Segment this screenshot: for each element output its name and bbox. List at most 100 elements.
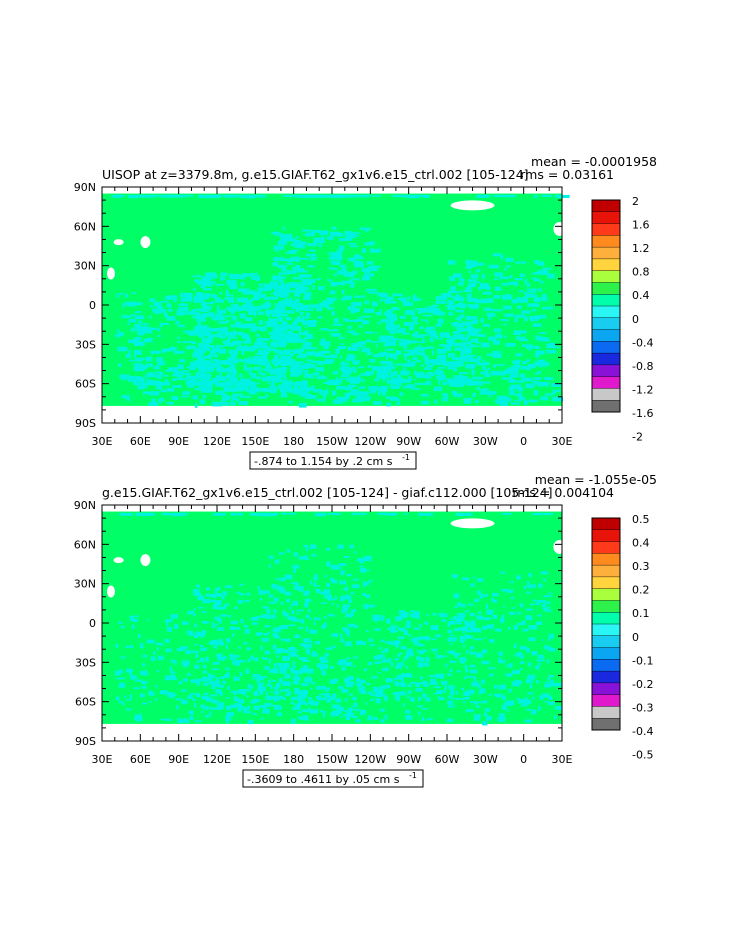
colorbar-swatch <box>591 659 621 672</box>
low-value-cell <box>297 290 300 294</box>
low-value-cell <box>191 275 198 278</box>
low-value-cell <box>165 369 177 372</box>
low-value-cell <box>441 293 452 298</box>
low-value-cell <box>217 586 221 591</box>
low-value-cell <box>228 336 231 342</box>
low-value-cell <box>319 592 326 595</box>
low-value-cell <box>290 305 297 307</box>
low-value-cell <box>340 638 344 643</box>
low-value-cell <box>487 667 496 670</box>
low-value-cell <box>331 579 337 584</box>
low-value-cell <box>328 267 338 270</box>
low-value-cell <box>303 233 315 236</box>
low-value-cell <box>384 299 391 304</box>
low-value-cell <box>340 633 343 639</box>
low-value-cell <box>226 638 231 643</box>
low-value-cell <box>324 693 330 698</box>
low-value-cell <box>513 624 518 630</box>
low-value-cell <box>159 322 169 325</box>
low-value-cell <box>364 582 370 586</box>
low-value-cell <box>235 307 241 312</box>
low-value-cell <box>302 332 309 336</box>
low-value-cell <box>125 354 131 359</box>
low-value-cell <box>147 381 151 384</box>
low-value-cell <box>169 295 178 300</box>
low-value-cell <box>497 717 506 722</box>
low-value-cell <box>501 704 507 710</box>
low-value-cell <box>338 378 342 382</box>
low-value-cell <box>526 585 531 588</box>
low-value-cell <box>462 358 470 361</box>
low-value-cell <box>149 391 160 396</box>
low-value-cell <box>526 282 531 287</box>
low-value-cell <box>467 603 474 606</box>
low-value-cell <box>273 257 280 262</box>
low-value-cell <box>308 677 312 683</box>
low-value-cell <box>367 691 373 695</box>
low-value-cell <box>353 368 357 373</box>
low-value-cell <box>274 287 278 290</box>
low-value-cell <box>198 368 203 372</box>
low-value-cell <box>243 706 248 712</box>
low-value-cell <box>339 580 347 585</box>
low-value-cell <box>522 366 533 369</box>
low-value-cell <box>441 374 447 380</box>
low-value-cell <box>547 677 551 681</box>
low-value-cell <box>466 316 478 320</box>
low-value-cell <box>315 237 323 241</box>
low-value-cell <box>280 681 289 685</box>
low-value-cell <box>508 690 511 693</box>
low-value-cell <box>210 359 220 362</box>
low-value-cell <box>480 318 484 323</box>
low-value-cell <box>395 194 405 197</box>
low-value-cell <box>488 264 499 269</box>
low-value-cell <box>404 656 409 659</box>
low-value-cell <box>202 394 206 399</box>
low-value-cell <box>524 291 527 295</box>
low-value-cell <box>367 365 373 368</box>
low-value-cell <box>498 653 503 656</box>
low-value-cell <box>285 301 297 306</box>
x-tick-label: 30W <box>473 753 498 766</box>
low-value-cell <box>501 282 509 286</box>
low-value-cell <box>360 568 367 573</box>
low-value-cell <box>182 306 188 310</box>
low-value-cell <box>220 335 227 339</box>
low-value-cell <box>358 386 366 389</box>
low-value-cell <box>205 593 214 597</box>
low-value-cell <box>379 299 382 303</box>
low-value-cell <box>360 712 363 716</box>
low-value-cell <box>539 338 550 342</box>
low-value-cell <box>526 608 534 611</box>
low-value-cell <box>282 697 286 700</box>
low-value-cell <box>476 194 489 198</box>
low-value-cell <box>540 396 549 401</box>
low-value-cell <box>164 312 168 318</box>
low-value-cell <box>542 267 552 270</box>
low-value-cell <box>134 357 146 360</box>
low-value-cell <box>207 335 214 341</box>
low-value-cell <box>364 308 375 313</box>
low-value-cell <box>488 694 492 696</box>
low-value-cell <box>239 313 246 316</box>
low-value-cell <box>278 272 289 275</box>
low-value-cell <box>336 385 347 390</box>
low-value-cell <box>216 642 224 646</box>
low-value-cell <box>465 709 474 713</box>
low-value-cell <box>344 629 351 634</box>
low-value-cell <box>242 291 249 295</box>
low-value-cell <box>418 345 421 348</box>
low-value-cell <box>215 390 225 395</box>
low-value-cell <box>185 311 194 315</box>
low-value-cell <box>176 341 188 343</box>
y-tick-label: 60N <box>74 220 96 233</box>
low-value-cell <box>292 564 299 569</box>
low-value-cell <box>219 692 223 697</box>
low-value-cell <box>320 660 329 664</box>
low-value-cell <box>315 695 321 700</box>
low-value-cell <box>266 684 270 687</box>
low-value-cell <box>216 618 222 622</box>
low-value-cell <box>270 383 276 386</box>
low-value-cell <box>395 616 403 622</box>
low-value-cell <box>153 301 161 307</box>
